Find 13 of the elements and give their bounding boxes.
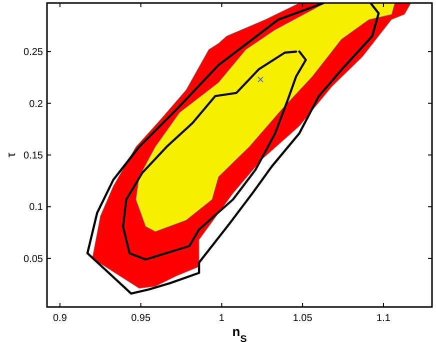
y-tick-label: 0.1 [29, 202, 44, 214]
y-tick-label: 0.15 [24, 150, 44, 162]
x-tick-label: 0.9 [52, 313, 68, 324]
y-axis-title: τ [4, 152, 18, 158]
x-tick-label: 0.95 [131, 313, 151, 324]
y-tick-label: 0.2 [29, 98, 44, 110]
y-tick-label: 0.25 [24, 47, 44, 58]
x-tick-label: 1.1 [376, 313, 391, 324]
x-tick-label: 1.05 [292, 313, 313, 324]
x-tick-label: 1 [218, 313, 225, 324]
y-tick-label: 0.05 [24, 254, 44, 265]
line-series [122, 50, 307, 261]
x-axis-title: n$_{S}$ [232, 324, 248, 342]
